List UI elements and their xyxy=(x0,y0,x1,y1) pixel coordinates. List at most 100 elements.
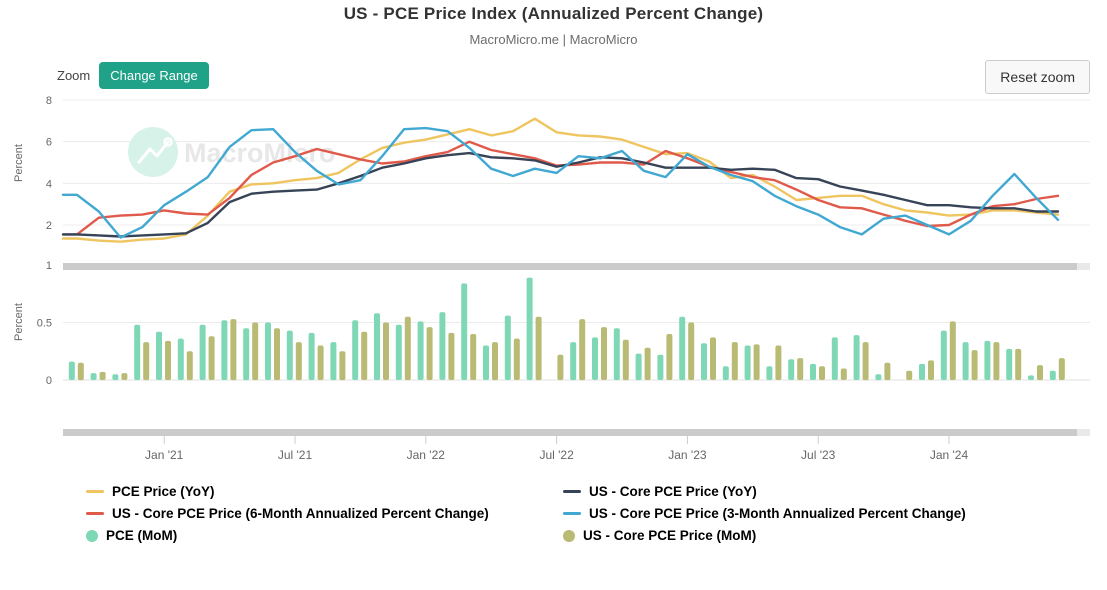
bar-pce-mom xyxy=(265,323,271,381)
bar-core-mom xyxy=(470,334,476,380)
legend-line-marker xyxy=(86,490,104,493)
legend-item-core-3m[interactable]: US - Core PCE Price (3-Month Annualized … xyxy=(563,505,966,522)
bar-pce-mom xyxy=(134,325,140,380)
bar-pce-mom xyxy=(679,317,685,380)
legend-item-label: US - Core PCE Price (6-Month Annualized … xyxy=(112,506,489,521)
bar-core-mom xyxy=(230,319,236,380)
legend-item-pce-mom[interactable]: PCE (MoM) xyxy=(86,527,489,544)
bottom-y-axis-title: Percent xyxy=(13,303,25,341)
bar-core-mom xyxy=(819,366,825,380)
bar-pce-mom xyxy=(919,364,925,380)
bar-core-mom xyxy=(121,373,127,380)
bar-pce-mom xyxy=(745,346,751,381)
bar-pce-mom xyxy=(570,342,576,380)
legend-circle-marker xyxy=(86,530,98,542)
bar-core-mom xyxy=(645,348,651,380)
bar-core-mom xyxy=(536,317,542,380)
top-y-tick-label: 6 xyxy=(46,137,52,149)
top-y-tick-label: 4 xyxy=(46,178,52,190)
bar-core-mom xyxy=(863,342,869,380)
legend-item-label: US - Core PCE Price (YoY) xyxy=(589,484,757,499)
bar-core-mom xyxy=(361,332,367,380)
bar-core-mom xyxy=(775,346,781,381)
top-y-tick-label: 8 xyxy=(46,95,52,107)
legend-item-core-6m[interactable]: US - Core PCE Price (6-Month Annualized … xyxy=(86,505,489,522)
legend-item-core-yoy[interactable]: US - Core PCE Price (YoY) xyxy=(563,483,966,500)
bar-pce-mom xyxy=(527,278,533,380)
bar-core-mom xyxy=(906,371,912,380)
legend-line-marker xyxy=(86,512,104,515)
bar-core-mom xyxy=(339,351,345,380)
legend-item-label: PCE Price (YoY) xyxy=(112,484,215,499)
bar-core-mom xyxy=(143,342,149,380)
legend-item-core-mom[interactable]: US - Core PCE Price (MoM) xyxy=(563,527,966,544)
x-tick-label: Jul '21 xyxy=(278,448,313,462)
bar-pce-mom xyxy=(112,374,118,380)
bar-core-mom xyxy=(688,323,694,381)
bar-core-mom xyxy=(1015,349,1021,380)
bar-pce-mom xyxy=(832,337,838,380)
bar-pce-mom xyxy=(963,342,969,380)
x-axis: Jan '21 Jul '21 Jan '22 Jul '22 Jan '23 Jul '… xyxy=(145,436,968,462)
bar-core-mom xyxy=(797,358,803,380)
bar-core-mom xyxy=(972,350,978,380)
bar-core-mom xyxy=(100,372,106,380)
bar-pce-mom xyxy=(461,283,467,380)
bar-pce-mom xyxy=(1050,371,1056,380)
bar-pce-mom xyxy=(418,321,424,380)
bar-pce-mom xyxy=(854,335,860,380)
bar-core-mom xyxy=(666,334,672,380)
bar-core-mom xyxy=(950,321,956,380)
bar-pce-mom xyxy=(243,328,249,380)
legend-left-column: PCE Price (YoY) US - Core PCE Price (6-Mo… xyxy=(86,483,489,544)
bar-core-mom xyxy=(579,319,585,380)
bar-pce-mom xyxy=(309,333,315,380)
bar-core-mom xyxy=(78,363,84,380)
bar-core-mom xyxy=(1037,365,1043,380)
x-tick-label: Jan '22 xyxy=(407,448,446,462)
bar-pce-mom xyxy=(439,312,445,380)
x-tick-label: Jul '22 xyxy=(539,448,574,462)
x-tick-label: Jan '21 xyxy=(145,448,184,462)
bar-core-mom xyxy=(383,323,389,381)
bar-pce-mom xyxy=(636,354,642,381)
bar-core-mom xyxy=(710,337,716,380)
bar-core-mom xyxy=(754,344,760,380)
bar-pce-mom xyxy=(374,313,380,380)
bottom-scrollbar-thumb[interactable] xyxy=(63,429,1077,436)
bar-core-mom xyxy=(427,327,433,380)
bar-core-mom xyxy=(318,346,324,381)
bar-pce-mom xyxy=(505,316,511,380)
middle-scrollbar-thumb[interactable] xyxy=(63,263,1077,270)
bar-pce-mom xyxy=(788,359,794,380)
bar-pce-mom xyxy=(1006,349,1012,380)
bar-pce-mom xyxy=(156,332,162,380)
legend-line-marker xyxy=(563,512,581,515)
legend-right-column: US - Core PCE Price (YoY) US - Core PCE P… xyxy=(563,483,966,544)
x-tick-label: Jan '23 xyxy=(668,448,707,462)
bar-core-mom xyxy=(1059,358,1065,380)
bar-pce-mom xyxy=(984,341,990,380)
bar-core-mom xyxy=(623,340,629,380)
bar-core-mom xyxy=(252,323,258,381)
bar-core-mom xyxy=(732,342,738,380)
bar-core-mom xyxy=(557,355,563,380)
legend-item-label: PCE (MoM) xyxy=(106,528,177,543)
legend-item-pce-yoy[interactable]: PCE Price (YoY) xyxy=(86,483,489,500)
bar-pce-mom xyxy=(200,325,206,380)
bar-core-mom xyxy=(928,360,934,380)
bar-pce-mom xyxy=(810,364,816,380)
bar-core-mom xyxy=(601,327,607,380)
bar-core-mom xyxy=(448,333,454,380)
bar-core-mom xyxy=(993,342,999,380)
bar-core-mom xyxy=(841,369,847,381)
bar-pce-mom xyxy=(330,342,336,380)
bar-core-mom xyxy=(405,317,411,380)
bar-pce-mom xyxy=(69,362,75,380)
legend-circle-marker xyxy=(563,530,575,542)
x-tick-label: Jul '23 xyxy=(801,448,836,462)
bar-pce-mom xyxy=(91,373,97,380)
bottom-chart-series xyxy=(69,278,1065,381)
bottom-y-tick-label: 1 xyxy=(46,260,52,272)
bottom-y-tick-label: 0.5 xyxy=(37,318,52,330)
